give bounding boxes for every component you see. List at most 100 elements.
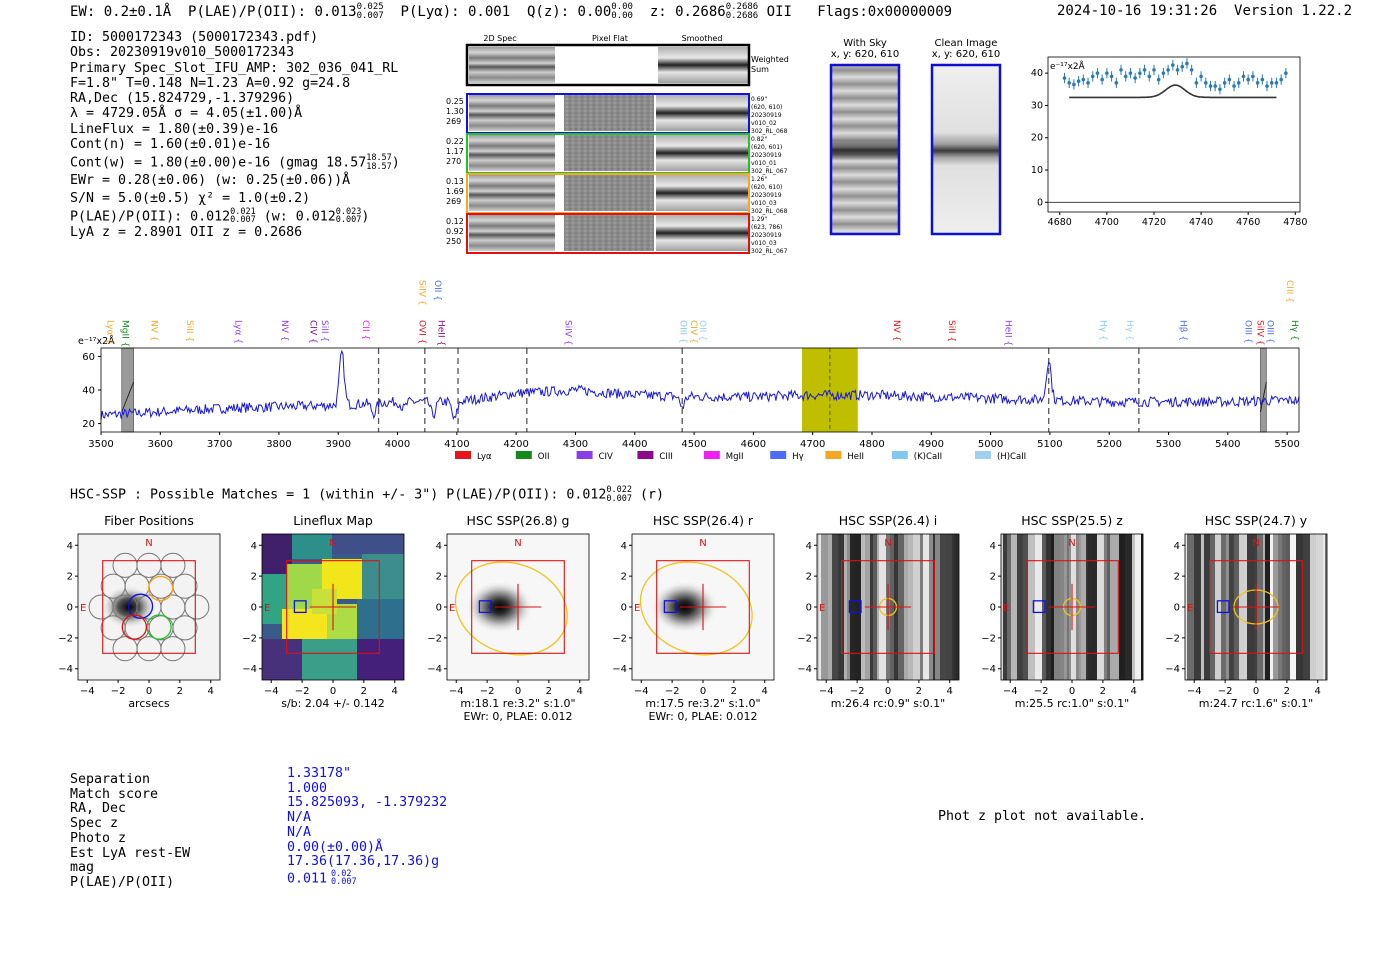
fiber-number: 0.13 xyxy=(446,177,464,186)
y-tick-label: 2 xyxy=(251,572,257,583)
y-tick-label: 4 xyxy=(67,541,73,552)
legend-label: HeII xyxy=(847,452,864,462)
fiber-number: 0.22 xyxy=(446,137,464,146)
header-version: Version 1.22.2 xyxy=(1234,3,1353,19)
red-box xyxy=(1209,560,1303,654)
info-contw-lo: 18.57 xyxy=(366,161,392,172)
match-values: 1.33178" 1.000 15.825093, -1.379232 N/A N/A 0… xyxy=(287,766,447,888)
zoom-xtick-label: 4780 xyxy=(1283,217,1307,228)
noise-stripe xyxy=(1210,534,1215,680)
detection-info: ID: 5000172343 (5000172343.pdf) Obs: 202… xyxy=(70,30,400,240)
legend-label: OII xyxy=(538,452,550,462)
spectral-line-label: Hβ { xyxy=(1177,320,1187,341)
noise-stripe xyxy=(952,534,954,680)
noise-stripe xyxy=(923,534,929,680)
spectrum-xtick-label: 4500 xyxy=(681,439,706,450)
y-tick-label: −2 xyxy=(612,633,627,644)
east-label: E xyxy=(264,603,270,614)
east-label: E xyxy=(1003,603,1009,614)
legend-label: (H)CaII xyxy=(997,452,1026,462)
clean-image xyxy=(933,65,999,233)
fiber-number: 250 xyxy=(446,237,461,246)
zoom-data-point xyxy=(1236,81,1241,85)
spectrum-xtick-label: 4200 xyxy=(503,439,528,450)
north-label: N xyxy=(329,538,336,549)
hsc-panel-caption: m:18.1 re:3.2" s:1.0" EWr: 0, PLAE: 0.012 xyxy=(427,697,609,723)
x-tick-label: −4 xyxy=(819,686,834,697)
match-label: P(LAE)/P(OII) xyxy=(70,874,175,890)
legend-label: Lyα xyxy=(477,452,492,462)
legend-swatch xyxy=(825,451,842,459)
info-contw: Cont(w) = 1.80(±0.00)e-16 (gmag 18.57 xyxy=(70,155,367,171)
fiber-number: 1.17 xyxy=(446,147,464,156)
match-value: N/A xyxy=(287,824,312,840)
fiber-meta: (623, 786) xyxy=(751,224,782,231)
y-tick-label: −4 xyxy=(797,664,812,675)
spectrum-xtick-label: 5000 xyxy=(978,439,1003,450)
y-tick-label: −4 xyxy=(1165,664,1180,675)
y-tick-label: 2 xyxy=(990,572,996,583)
with-sky-xy: x, y: 620, 610 xyxy=(830,49,900,60)
spectrum-xtick-label: 3800 xyxy=(266,439,291,450)
zoom-ytick-label: 0 xyxy=(1037,197,1043,208)
clean-frame xyxy=(930,63,1002,236)
with-sky-title: With Sky x, y: 620, 610 xyxy=(830,38,900,60)
hsc-panel-stripes: N E 4 2 0 −2 −4 −4 −2 0 2 4 xyxy=(981,533,1144,697)
masked-hatch xyxy=(121,381,134,413)
fiber-smoothed xyxy=(656,175,748,211)
legend-swatch xyxy=(975,451,991,459)
noise-stripe xyxy=(1097,534,1104,680)
zoom-data-point xyxy=(1100,77,1104,82)
fiber-circle xyxy=(160,552,186,578)
caption-line: arcsecs xyxy=(128,697,170,710)
col-2dspec: 2D Spec xyxy=(483,34,516,43)
noise-stripe xyxy=(1007,534,1011,680)
clean-title: Clean Image x, y: 620, 610 xyxy=(930,38,1002,60)
spectrum-xtick-label: 4800 xyxy=(859,439,884,450)
noise-stripe xyxy=(821,534,828,680)
hsc-panel-title: Lineflux Map xyxy=(293,513,373,528)
header-line: EW: 0.2±0.1Å P(LAE)/P(OII): 0.0130.025 0.… xyxy=(70,3,952,21)
spectral-line-label: Lyα { xyxy=(105,320,115,344)
hsc-panel-caption: m:24.7 rc:1.6" s:0.1" xyxy=(1165,697,1347,710)
spectrum-xtick-label: 3900 xyxy=(326,439,351,450)
zoom-data-point xyxy=(1222,81,1227,85)
zoom-data-point xyxy=(1232,84,1236,88)
hsc-title-hi: 0.022 xyxy=(606,485,632,495)
header-right: 2024-10-16 19:31:26 Version 1.22.2 xyxy=(1057,3,1352,19)
fiber-meta: 302_RL_068 xyxy=(751,208,788,215)
header-qz: Q(z): 0.00 xyxy=(526,4,612,20)
zoom-data-point xyxy=(1255,81,1260,85)
header-plae-hi: 0.025 xyxy=(356,2,384,12)
hsc-panel-caption: m:26.4 rc:0.9" s:0.1" xyxy=(797,697,979,710)
spectrum-xtick-label: 4600 xyxy=(741,439,766,450)
zoom-data-point xyxy=(1185,61,1189,66)
photz-message: Phot z plot not available. xyxy=(938,809,1147,824)
y-tick-label: −2 xyxy=(242,633,257,644)
y-tick-label: 0 xyxy=(990,603,996,614)
hsc-panel-caption: s/b: 2.04 +/- 0.142 xyxy=(242,697,424,710)
caption-line: m:26.4 rc:0.9" s:0.1" xyxy=(830,697,946,710)
y-tick-label: −4 xyxy=(612,664,627,675)
noise-stripe xyxy=(954,534,959,680)
x-tick-label: 2 xyxy=(916,686,922,697)
fiber-number: 270 xyxy=(446,157,461,166)
caption-line: EWr: 0, PLAE: 0.012 xyxy=(648,710,758,723)
fiber-meta: 302_RL_067 xyxy=(751,168,788,175)
weighted-sum-label: Weighted Sum xyxy=(751,55,789,74)
legend-swatch xyxy=(515,451,532,459)
x-tick-label: −2 xyxy=(480,686,495,697)
fiber-number: 269 xyxy=(446,197,461,206)
spectral-line-label: Hγ { xyxy=(1124,320,1134,341)
spectrum-xtick-label: 5300 xyxy=(1156,439,1181,450)
zoom-data-point xyxy=(1241,74,1246,79)
zoom-data-point xyxy=(1279,77,1283,82)
info-id: ID: 5000172343 (5000172343.pdf) xyxy=(70,30,319,45)
x-tick-label: −2 xyxy=(665,686,680,697)
cutout-grid: 2D Spec Pixel Flat Smoothed Weighted Sum … xyxy=(446,34,789,255)
match-value: 0.011 0.02 0.007 xyxy=(287,868,357,888)
x-tick-label: 4 xyxy=(577,686,583,697)
hsc-title-suffix: (r) xyxy=(639,487,665,503)
spectrum-xtick-label: 5500 xyxy=(1274,439,1299,450)
